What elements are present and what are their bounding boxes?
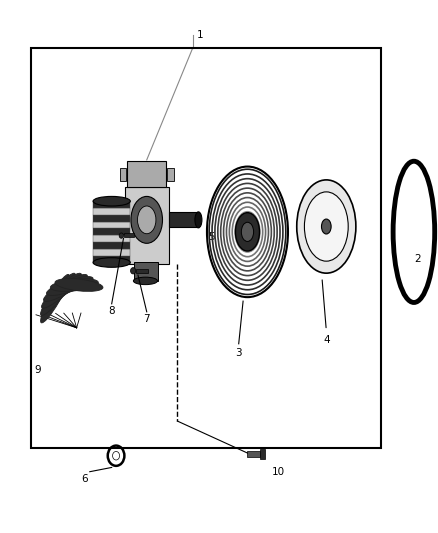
Bar [136,269,148,273]
Ellipse shape [50,279,99,292]
Bar [93,235,131,242]
Ellipse shape [55,279,103,292]
Bar [127,161,166,187]
Bar [93,256,131,263]
Text: 2: 2 [414,254,420,263]
Bar [31,48,381,448]
Bar [93,208,131,215]
Ellipse shape [43,274,87,301]
Bar [93,201,131,208]
Ellipse shape [42,273,81,308]
Bar [247,451,260,457]
Ellipse shape [297,180,356,273]
Text: 7: 7 [143,314,150,325]
Ellipse shape [93,197,131,206]
Text: 3: 3 [235,348,242,358]
Ellipse shape [131,197,162,243]
Ellipse shape [138,206,156,233]
Bar [260,449,265,459]
Ellipse shape [131,268,136,274]
Text: 10: 10 [272,467,285,477]
Ellipse shape [304,192,348,261]
Ellipse shape [46,277,93,295]
Ellipse shape [93,257,131,268]
Bar [93,229,131,235]
Ellipse shape [133,277,157,285]
Text: 8: 8 [108,306,115,317]
Ellipse shape [113,451,120,460]
Bar [93,215,131,222]
Bar [169,212,198,227]
Ellipse shape [235,213,259,251]
Text: 4: 4 [323,335,330,345]
Ellipse shape [321,219,331,234]
Ellipse shape [195,212,202,228]
Bar [134,262,158,281]
Bar [167,168,174,181]
Ellipse shape [41,274,69,323]
Bar [93,222,131,229]
Bar [125,187,169,264]
Bar [93,242,131,249]
Bar [124,233,134,237]
Text: 6: 6 [81,474,88,484]
Bar [93,249,131,256]
Text: 9: 9 [34,365,41,375]
Ellipse shape [241,222,254,241]
Ellipse shape [119,233,124,238]
Bar [120,168,126,181]
Text: 5: 5 [208,232,215,242]
Ellipse shape [41,273,75,316]
Text: 1: 1 [197,30,204,39]
